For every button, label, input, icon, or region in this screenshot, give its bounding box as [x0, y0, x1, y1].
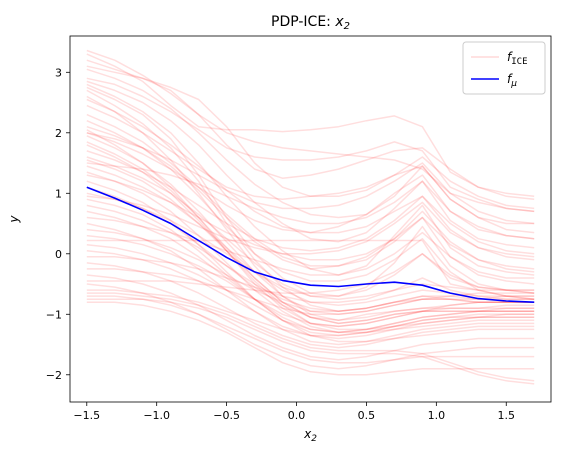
x-tick-label: −1.0: [143, 409, 170, 422]
chart-title-main: PDP-ICE:: [271, 14, 335, 30]
legend: fICE fμ: [462, 41, 546, 95]
x-tick-label: 0.5: [358, 409, 376, 422]
ice-curve-4: [86, 68, 535, 225]
ice-curve-43: [86, 253, 535, 294]
ice-curve-53: [86, 195, 535, 261]
ice-curve-32: [86, 216, 535, 279]
ice-curve-18: [86, 141, 535, 325]
ice-curve-29: [86, 198, 535, 337]
ice-curve-16: [86, 132, 535, 240]
ice-curve-20: [86, 150, 535, 258]
ice-curve-8: [86, 89, 535, 313]
y-tick-label: 3: [55, 66, 62, 79]
ice-curve-35: [86, 234, 535, 328]
ice-curve-5: [86, 80, 535, 249]
x-axis-label-sub: 2: [311, 434, 317, 444]
ice-curve-11: [86, 104, 535, 234]
plot-frame: [69, 35, 552, 403]
ice-curve-44: [86, 283, 535, 370]
ice-curve-38: [86, 250, 535, 340]
ice-curve-26: [86, 180, 535, 343]
ice-curve-52: [86, 162, 535, 240]
ice-curve-22: [86, 159, 535, 325]
y-tick-label: 1: [55, 187, 62, 200]
ice-curve-2: [86, 59, 535, 198]
legend-box: [462, 41, 546, 95]
x-tick-label: 1.0: [428, 409, 446, 422]
ice-curve-3: [86, 65, 535, 210]
y-tick-label: −2: [46, 369, 62, 382]
ice-curve-37: [86, 243, 535, 334]
chart-title-sub: 2: [344, 21, 350, 32]
ice-curve-24: [86, 171, 535, 334]
ice-curves: [86, 49, 535, 385]
ice-curve-50: [86, 77, 535, 213]
ice-curve-14: [86, 125, 535, 273]
ice-curve-40: [86, 262, 535, 349]
x-tick-label: 1.5: [498, 409, 516, 422]
mean-line: [86, 186, 535, 303]
x-axis-label-var: x: [303, 427, 312, 441]
ice-curve-7: [86, 86, 535, 297]
ice-curve-1: [86, 53, 535, 201]
ice-curve-49: [86, 292, 535, 382]
ice-curve-46: [86, 295, 535, 364]
ice-curve-47: [86, 301, 535, 376]
x-tick-label: 0.0: [288, 409, 306, 422]
y-axis-label: y: [7, 215, 21, 224]
ice-curve-34: [86, 228, 535, 313]
chart-title: PDP-ICE: x2: [271, 14, 350, 32]
ice-curve-42: [86, 274, 535, 361]
ice-curve-33: [86, 222, 535, 346]
x-tick-label: −1.5: [73, 409, 100, 422]
x-axis: −1.5 −1.0 −0.5 0.0 0.5 1.0 1.5: [73, 402, 515, 422]
y-tick-label: 2: [55, 127, 62, 140]
ice-curve-36: [86, 239, 535, 300]
y-tick-label: −1: [46, 308, 62, 321]
ice-curve-6: [86, 83, 535, 276]
x-tick-label: −0.5: [213, 409, 240, 422]
ice-curve-15: [86, 129, 535, 328]
ice-curve-41: [86, 268, 535, 316]
ice-curve-28: [86, 192, 535, 297]
ice-curve-19: [86, 144, 535, 331]
ice-curve-31: [86, 210, 535, 334]
x-axis-label: x2: [303, 427, 317, 444]
ice-curve-13: [86, 120, 535, 300]
y-axis: −2 −1 0 1 2 3: [46, 66, 70, 382]
ice-curve-45: [86, 289, 535, 337]
ice-curve-48: [86, 298, 535, 385]
legend-label-1: fμ: [507, 72, 517, 89]
ice-curve-51: [86, 132, 535, 225]
ice-curve-10: [86, 98, 535, 255]
ice-curve-39: [86, 256, 535, 303]
mean-curve: [86, 186, 535, 303]
legend-label-0: fICE: [507, 50, 528, 67]
y-tick-label: 0: [55, 248, 62, 261]
ice-curve-25: [86, 174, 535, 270]
ice-curve-9: [86, 95, 535, 322]
ice-curve-30: [86, 204, 535, 313]
ice-curve-21: [86, 156, 535, 300]
ice-curve-12: [86, 113, 535, 285]
chart-title-var: x: [334, 14, 344, 30]
ice-curve-0: [86, 49, 535, 213]
ice-curve-23: [86, 165, 535, 306]
